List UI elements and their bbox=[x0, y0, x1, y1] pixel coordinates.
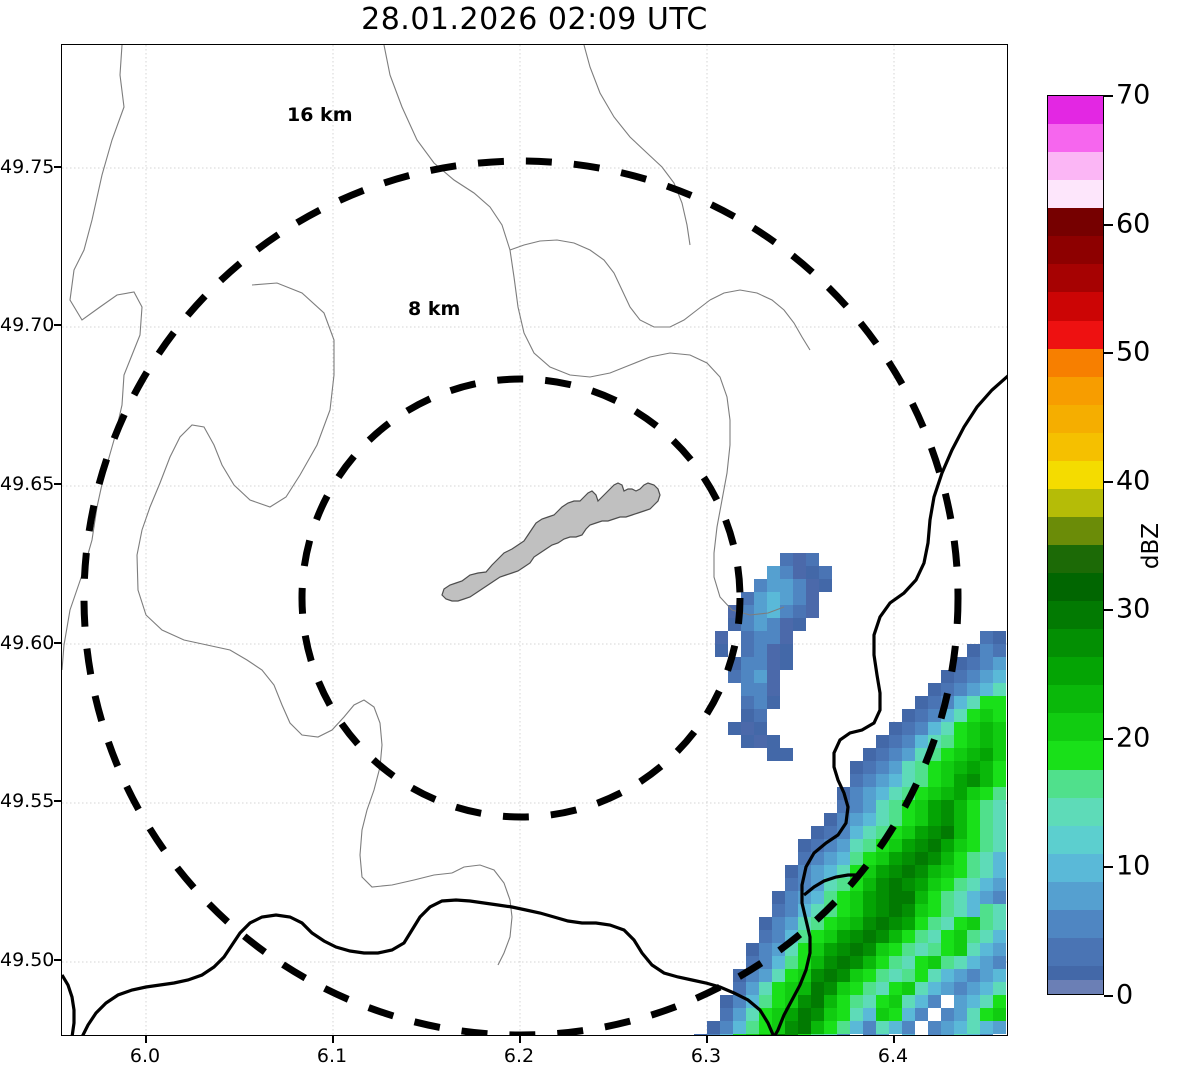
ytick-label: 49.70 bbox=[0, 314, 55, 336]
colorbar-band bbox=[1048, 516, 1103, 546]
colorbar-band bbox=[1048, 320, 1103, 349]
colorbar-band bbox=[1048, 741, 1103, 770]
colorbar-band bbox=[1048, 573, 1103, 602]
colorbar-tick-label: 30 bbox=[1116, 593, 1151, 625]
colorbar-tick-mark bbox=[1104, 738, 1113, 740]
gridlines bbox=[62, 45, 1007, 1035]
colorbar-tick-mark bbox=[1104, 481, 1113, 483]
echo-cluster-north bbox=[715, 553, 832, 761]
colorbar-band bbox=[1048, 881, 1103, 910]
ring-label-16km: 16 km bbox=[287, 104, 353, 126]
xtick-label: 6.1 bbox=[316, 1045, 348, 1067]
colorbar-band bbox=[1048, 488, 1103, 517]
city-polygon-luxembourg bbox=[441, 482, 661, 602]
colorbar-band bbox=[1048, 264, 1103, 293]
colorbar-band bbox=[1048, 545, 1103, 574]
colorbar-band bbox=[1048, 713, 1103, 742]
ytick-label: 49.60 bbox=[0, 632, 55, 654]
colorbar-band bbox=[1048, 825, 1103, 854]
colorbar-band bbox=[1048, 292, 1103, 321]
colorbar[interactable] bbox=[1047, 95, 1104, 995]
colorbar-band bbox=[1048, 965, 1103, 980]
ring-label-8km: 8 km bbox=[408, 298, 461, 320]
xtick-mark bbox=[145, 1036, 147, 1043]
colorbar-band bbox=[1048, 979, 1103, 994]
range-ring-8km bbox=[298, 375, 744, 821]
ytick-mark bbox=[54, 483, 61, 485]
colorbar-tick-label: 20 bbox=[1116, 722, 1151, 754]
map-plot-area[interactable] bbox=[61, 44, 1008, 1036]
colorbar-band bbox=[1048, 460, 1103, 489]
colorbar-band bbox=[1048, 404, 1103, 433]
xtick-mark bbox=[706, 1036, 708, 1043]
colorbar-tick-label: 50 bbox=[1116, 336, 1151, 368]
colorbar-band bbox=[1048, 236, 1103, 265]
colorbar-tick-mark bbox=[1104, 224, 1113, 226]
radar-reflectivity-pixels bbox=[694, 553, 1006, 1035]
colorbar-axis-label: dBZ bbox=[1138, 522, 1164, 570]
colorbar-tick-label: 0 bbox=[1116, 979, 1134, 1011]
colorbar-band bbox=[1048, 769, 1103, 798]
ytick-mark bbox=[54, 800, 61, 802]
colorbar-band bbox=[1048, 937, 1103, 966]
colorbar-band bbox=[1048, 348, 1103, 377]
colorbar-band bbox=[1048, 376, 1103, 405]
xtick-label: 6.3 bbox=[690, 1045, 722, 1067]
colorbar-band bbox=[1048, 909, 1103, 938]
colorbar-band bbox=[1048, 685, 1103, 714]
colorbar-band bbox=[1048, 208, 1103, 237]
colorbar-tick-label: 10 bbox=[1116, 850, 1151, 882]
national-borders bbox=[62, 374, 1007, 1035]
colorbar-band bbox=[1048, 124, 1103, 153]
colorbar-band bbox=[1048, 96, 1103, 125]
xtick-label: 6.4 bbox=[877, 1045, 909, 1067]
colorbar-band bbox=[1048, 797, 1103, 826]
ytick-label: 49.75 bbox=[0, 156, 55, 178]
colorbar-tick-mark bbox=[1104, 352, 1113, 354]
colorbar-band bbox=[1048, 601, 1103, 630]
ytick-label: 49.65 bbox=[0, 473, 55, 495]
map-layers bbox=[62, 45, 1007, 1035]
ytick-mark bbox=[54, 166, 61, 168]
colorbar-band bbox=[1048, 180, 1103, 209]
echo-cluster-southeast bbox=[694, 631, 1006, 1035]
page-title: 28.01.2026 02:09 UTC bbox=[361, 2, 708, 37]
colorbar-tick-mark bbox=[1104, 866, 1113, 868]
colorbar-band bbox=[1048, 853, 1103, 882]
colorbar-tick-label: 60 bbox=[1116, 208, 1151, 240]
xtick-mark bbox=[519, 1036, 521, 1043]
ytick-label: 49.50 bbox=[0, 949, 55, 971]
xtick-label: 6.0 bbox=[129, 1045, 161, 1067]
xtick-mark bbox=[893, 1036, 895, 1043]
ytick-mark bbox=[54, 642, 61, 644]
colorbar-band bbox=[1048, 152, 1103, 181]
ytick-label: 49.55 bbox=[0, 790, 55, 812]
xtick-label: 6.2 bbox=[503, 1045, 535, 1067]
range-ring-16km bbox=[80, 157, 962, 1035]
colorbar-tick-label: 70 bbox=[1116, 79, 1151, 111]
ytick-mark bbox=[54, 324, 61, 326]
colorbar-tick-mark bbox=[1104, 995, 1113, 997]
xtick-mark bbox=[332, 1036, 334, 1043]
colorbar-band bbox=[1048, 657, 1103, 686]
colorbar-tick-mark bbox=[1104, 609, 1113, 611]
colorbar-tick-label: 40 bbox=[1116, 465, 1151, 497]
colorbar-band bbox=[1048, 432, 1103, 461]
colorbar-tick-mark bbox=[1104, 95, 1113, 97]
colorbar-band bbox=[1048, 629, 1103, 658]
ytick-mark bbox=[54, 959, 61, 961]
admin-boundaries bbox=[62, 45, 811, 966]
